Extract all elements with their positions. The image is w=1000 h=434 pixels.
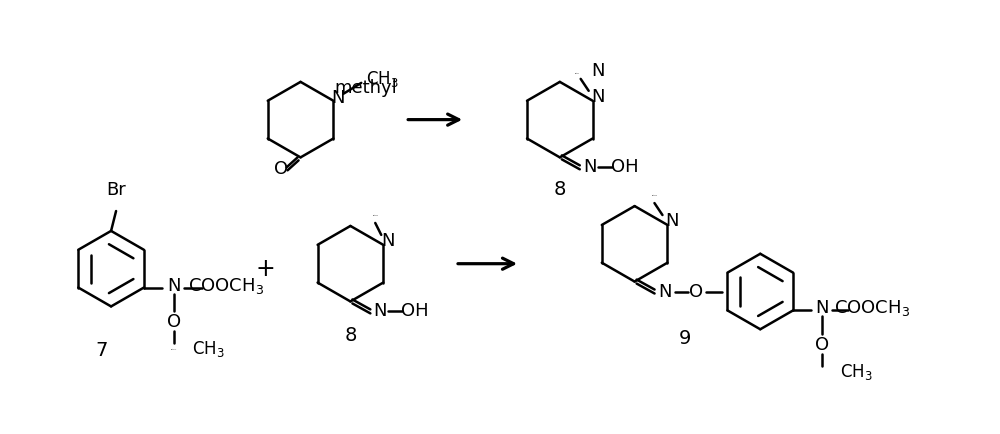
Text: N: N — [591, 88, 604, 106]
Text: methyl2: methyl2 — [372, 214, 378, 216]
Text: N: N — [381, 232, 395, 250]
Text: CH$_3$: CH$_3$ — [366, 69, 399, 89]
Text: CH$_3$: CH$_3$ — [192, 339, 225, 359]
Text: N: N — [591, 62, 604, 80]
Text: 8: 8 — [344, 326, 357, 345]
Text: O: O — [167, 313, 181, 331]
Text: +: + — [256, 256, 276, 281]
Text: N: N — [332, 89, 345, 107]
Text: O: O — [274, 160, 288, 178]
Text: methyl: methyl — [575, 72, 580, 73]
Text: 8: 8 — [554, 180, 566, 199]
Text: N: N — [167, 276, 181, 295]
Text: 7: 7 — [95, 341, 107, 360]
Text: N: N — [666, 212, 679, 230]
Text: methyl: methyl — [334, 79, 397, 97]
Text: methoxy: methoxy — [171, 349, 177, 350]
Text: N: N — [658, 283, 671, 300]
Text: N: N — [583, 158, 596, 176]
Text: CH$_3$: CH$_3$ — [840, 362, 873, 382]
Text: OH: OH — [401, 302, 429, 320]
Text: N: N — [374, 302, 387, 320]
Text: N: N — [815, 299, 829, 317]
Text: COOCH$_3$: COOCH$_3$ — [834, 299, 910, 319]
Text: O: O — [689, 283, 704, 300]
Text: COOCH$_3$: COOCH$_3$ — [188, 276, 264, 296]
Text: Br: Br — [106, 181, 126, 199]
Text: O: O — [815, 336, 829, 354]
Text: methyl3: methyl3 — [652, 194, 657, 196]
Text: 9: 9 — [678, 329, 691, 348]
Text: OH: OH — [611, 158, 638, 176]
